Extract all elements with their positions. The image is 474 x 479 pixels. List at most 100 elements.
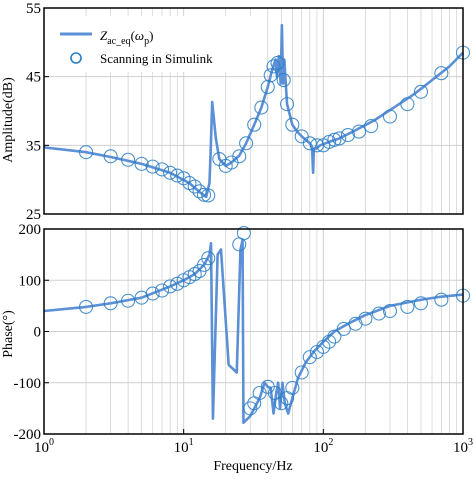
phase-marker — [121, 293, 136, 308]
amplitude-marker — [364, 119, 379, 134]
amplitude-marker — [187, 179, 202, 194]
amplitude-marker — [103, 149, 118, 164]
phase-marker — [274, 396, 289, 411]
phase-marker — [327, 329, 342, 344]
amplitude-marker — [434, 66, 449, 81]
phase-marker — [316, 339, 331, 354]
amplitude-axis-label: Amplitude(dB) — [1, 77, 16, 163]
frequency-axis-label: Frequency/Hz — [213, 459, 292, 474]
phase-marker — [371, 306, 386, 321]
frequency-xtick-label: 102 — [313, 437, 333, 456]
amplitude-marker — [276, 73, 291, 88]
amplitude-marker — [266, 59, 281, 74]
amplitude-plot-frame — [43, 7, 464, 215]
xtick-exponent: 0 — [49, 437, 54, 448]
phase-marker — [382, 303, 398, 319]
phase-marker — [163, 279, 178, 294]
phase-marker — [285, 380, 300, 395]
amplitude-marker — [134, 156, 149, 171]
amplitude-marker — [280, 97, 295, 112]
frequency-xtick-label: 101 — [174, 437, 194, 456]
phase-series — [43, 226, 471, 425]
amplitude-marker — [239, 136, 254, 151]
amplitude-marker — [197, 187, 212, 202]
legend-line-label: Zac_eq(ωp) — [100, 28, 153, 47]
phase-marker — [154, 283, 170, 298]
phase-marker — [187, 267, 202, 282]
amplitude-series — [43, 23, 471, 203]
amplitude-ytick-label: 55 — [26, 1, 41, 17]
xtick-exponent: 1 — [189, 437, 194, 448]
amplitude-marker — [400, 97, 415, 112]
legend-omega: ω — [135, 28, 144, 43]
phase-marker — [413, 296, 429, 311]
amplitude-marker — [413, 84, 429, 99]
amplitude-marker — [154, 162, 170, 177]
xtick-exponent: 3 — [468, 437, 473, 448]
legend-box — [54, 16, 264, 72]
legend-sub-p: p — [144, 36, 149, 47]
legend-z: Z — [100, 28, 108, 43]
phase-ytick-label: -200 — [14, 427, 42, 443]
phase-ytick-label: 200 — [19, 222, 42, 238]
phase-marker — [294, 365, 309, 380]
amplitude-marker — [332, 131, 347, 146]
phase-marker — [400, 299, 415, 314]
phase-ytick-label: 100 — [19, 273, 42, 289]
phase-marker — [145, 286, 160, 301]
amplitude-marker — [192, 184, 207, 199]
phase-marker — [336, 321, 351, 336]
frequency-xtick-label: 103 — [453, 437, 473, 456]
legend-paren-close: ) — [149, 28, 153, 43]
legend-marker-label: Scanning in Simulink — [100, 51, 213, 66]
amplitude-marker — [340, 127, 355, 143]
phase-marker — [197, 257, 212, 272]
amplitude-ytick-label: 35 — [26, 138, 41, 154]
phase-marker — [322, 334, 337, 349]
amplitude-marker — [232, 149, 247, 164]
amplitude-marker — [163, 165, 178, 180]
amplitude-marker — [170, 168, 185, 183]
amplitude-marker — [351, 124, 367, 139]
phase-ytick-labels: -200 -100 0 100 200 — [14, 222, 42, 443]
amplitude-marker — [327, 132, 342, 147]
frequency-xtick-labels: 100 101 102 103 — [34, 429, 473, 456]
frequency-xtick-label: 100 — [34, 437, 54, 456]
xtick-exponent: 2 — [328, 437, 333, 448]
phase-marker — [434, 292, 449, 307]
legend-marker-swatch — [70, 52, 82, 64]
amplitude-marker — [78, 145, 94, 160]
phase-ytick-label: -100 — [14, 376, 42, 392]
xtick-base: 10 — [313, 440, 328, 456]
phase-line — [43, 238, 464, 425]
amplitude-line — [43, 23, 464, 199]
amplitude-marker — [247, 117, 262, 132]
phase-marker — [267, 385, 282, 401]
amplitude-marker — [285, 117, 300, 132]
amplitude-ytick-label: 45 — [26, 70, 41, 86]
phase-marker — [201, 251, 216, 266]
amplitude-marker — [382, 109, 398, 124]
amplitude-marker — [201, 188, 216, 203]
xtick-base: 10 — [34, 440, 49, 456]
legend-paren-open: ( — [131, 28, 135, 43]
legend: Zac_eq(ωp) Scanning in Simulink — [54, 16, 264, 72]
phase-marker — [302, 350, 317, 365]
phase-marker — [358, 311, 373, 326]
xtick-base: 10 — [174, 440, 189, 456]
phase-marker — [236, 226, 251, 241]
amplitude-marker — [254, 100, 269, 115]
phase-ytick-label: 0 — [34, 325, 42, 341]
amplitude-ytick-labels: 25 35 45 55 — [26, 1, 41, 223]
amplitude-marker — [270, 55, 285, 70]
phase-plot-frame — [43, 228, 464, 435]
legend-sub-aceq: ac_eq — [107, 36, 130, 47]
phase-marker — [103, 296, 118, 311]
phase-axis-label: Phase(°) — [1, 310, 16, 358]
amplitude-ytick-label: 25 — [26, 207, 41, 223]
amplitude-marker — [145, 159, 160, 174]
amplitude-marker — [302, 136, 317, 151]
phase-marker — [78, 299, 94, 314]
